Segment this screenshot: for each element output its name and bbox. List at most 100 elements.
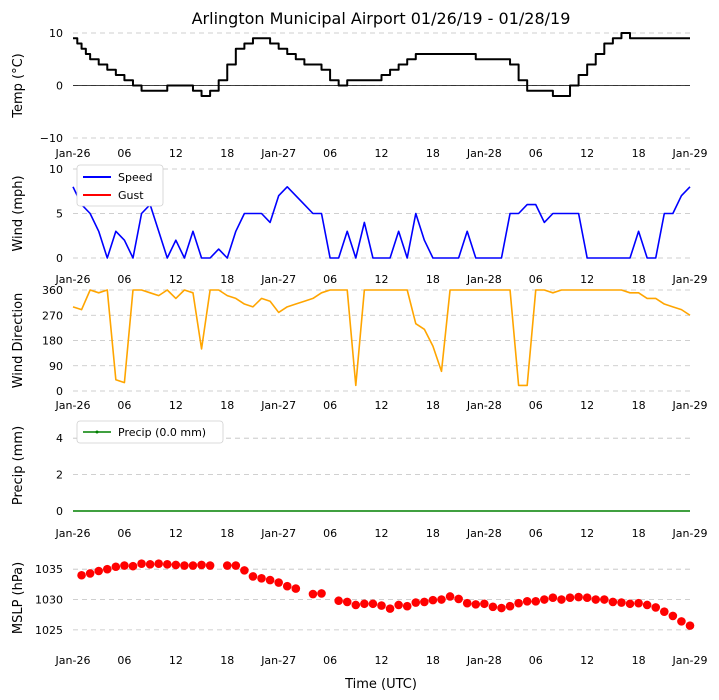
mslp-point xyxy=(265,575,275,585)
precip-xtick-label: 12 xyxy=(375,527,389,540)
mslp-xtick-label: 06 xyxy=(117,654,131,667)
wind-ytick-label: 10 xyxy=(49,163,63,176)
mslp-point xyxy=(402,601,412,611)
mslp-point xyxy=(360,599,369,609)
mslp-ylabel: MSLP (hPa) xyxy=(11,562,26,634)
wind-xtick-label: 18 xyxy=(426,273,440,286)
temp-panel: Temp (°C) 10 0 −10 Jan-26 06 12 18 Jan-27 06 12 18… xyxy=(11,27,707,160)
mslp-point xyxy=(197,560,206,570)
wind-xtick-label: 12 xyxy=(580,273,594,286)
precip-legend-box xyxy=(76,420,224,444)
temp-xtick-label: 06 xyxy=(117,147,131,160)
mslp-point xyxy=(231,561,241,570)
mslp-point xyxy=(685,621,695,630)
mslp-point xyxy=(642,600,652,610)
mslp-point xyxy=(634,598,643,608)
direction-xtick-label: Jan-27 xyxy=(260,399,296,412)
x-axis-label: Time (UTC) xyxy=(344,677,417,692)
precip-ylabel: Precip (mm) xyxy=(11,426,26,505)
mslp-ytick-label: 1030 xyxy=(35,594,63,607)
temp-ytick-label: 0 xyxy=(56,80,63,93)
mslp-point xyxy=(308,589,318,599)
mslp-point xyxy=(291,584,301,593)
wind-ylabel: Wind (mph) xyxy=(11,175,26,251)
wind-xtick-label: Jan-27 xyxy=(260,273,296,286)
mslp-point xyxy=(445,592,455,601)
precip-xtick-label: Jan-27 xyxy=(260,527,296,540)
mslp-point xyxy=(531,597,541,606)
mslp-point xyxy=(257,573,266,583)
mslp-point xyxy=(582,593,592,602)
wind-speed-line xyxy=(72,186,691,259)
mslp-point xyxy=(385,604,395,613)
mslp-point xyxy=(505,601,515,611)
mslp-point xyxy=(471,600,481,609)
chart-title: Arlington Municipal Airport 01/26/19 - 0… xyxy=(192,9,571,28)
mslp-xtick-label: 18 xyxy=(426,654,440,667)
direction-xtick-label: 06 xyxy=(117,399,131,412)
precip-ytick-label: 4 xyxy=(56,432,63,445)
direction-ytick-label: 180 xyxy=(42,335,63,348)
mslp-point xyxy=(591,595,601,604)
precip-xtick-label: 18 xyxy=(426,527,440,540)
mslp-point xyxy=(557,595,566,604)
temp-ytick-label: 10 xyxy=(49,27,63,40)
temp-xtick-label: 18 xyxy=(632,147,646,160)
wind-legend: Speed Gust xyxy=(76,164,164,207)
mslp-point xyxy=(377,601,386,610)
mslp-point xyxy=(171,560,181,570)
direction-xtick-label: 06 xyxy=(529,399,543,412)
direction-ytick-label: 90 xyxy=(49,360,63,373)
wind-xtick-label: 12 xyxy=(169,273,183,286)
precip-xtick-label: Jan-26 xyxy=(55,527,91,540)
direction-xtick-label: 18 xyxy=(426,399,440,412)
legend-precip-label: Precip (0.0 mm) xyxy=(118,426,206,439)
mslp-point xyxy=(659,607,669,616)
mslp-point xyxy=(368,599,378,609)
mslp-point xyxy=(548,593,558,602)
wind-xtick-label: Jan-26 xyxy=(55,273,91,286)
mslp-xtick-label: Jan-27 xyxy=(260,654,296,667)
mslp-point xyxy=(351,600,361,610)
legend-gust-label: Gust xyxy=(118,189,144,202)
direction-xtick-label: Jan-28 xyxy=(466,399,502,412)
mslp-point xyxy=(94,566,104,576)
temp-xtick-label: 18 xyxy=(220,147,234,160)
mslp-point xyxy=(480,599,489,609)
mslp-point xyxy=(102,564,112,574)
direction-xtick-label: 06 xyxy=(323,399,337,412)
mslp-point xyxy=(437,595,446,604)
mslp-xtick-label: 12 xyxy=(580,654,594,667)
precip-ytick-label: 0 xyxy=(56,505,63,518)
temp-xtick-label: 18 xyxy=(426,147,440,160)
wind-panel: Wind (mph) 10 5 0 Jan-26 06 12 18 Jan-27 06 12 18 J… xyxy=(11,163,707,286)
mslp-point xyxy=(462,598,472,608)
precip-xtick-label: 18 xyxy=(632,527,646,540)
mslp-point xyxy=(85,569,95,578)
direction-xtick-label: 18 xyxy=(220,399,234,412)
temp-xtick-label: Jan-26 xyxy=(55,147,91,160)
mslp-point xyxy=(600,595,609,604)
mslp-point xyxy=(282,581,292,591)
mslp-point xyxy=(625,599,635,609)
temp-xtick-label: 12 xyxy=(580,147,594,160)
mslp-point xyxy=(488,602,498,612)
temp-xtick-label: Jan-27 xyxy=(260,147,296,160)
mslp-point xyxy=(420,597,429,607)
mslp-point xyxy=(188,561,198,570)
direction-direction-line xyxy=(72,289,691,387)
temp-xtick-label: Jan-29 xyxy=(672,147,708,160)
direction-xtick-label: 12 xyxy=(375,399,389,412)
legend-precip-marker xyxy=(95,430,99,434)
mslp-panel: MSLP (hPa) 1035 1030 1025 Jan-26 06 12 18 Jan-2… xyxy=(11,559,707,667)
mslp-ytick-label: 1025 xyxy=(35,624,63,637)
mslp-point xyxy=(162,560,172,569)
temp-xtick-label: 06 xyxy=(529,147,543,160)
mslp-point xyxy=(205,561,215,570)
wind-xtick-label: 06 xyxy=(117,273,131,286)
precip-xtick-label: 12 xyxy=(169,527,183,540)
wind-xtick-label: Jan-28 xyxy=(466,273,502,286)
temp-xtick-label: Jan-28 xyxy=(466,147,502,160)
mslp-point xyxy=(514,598,523,608)
